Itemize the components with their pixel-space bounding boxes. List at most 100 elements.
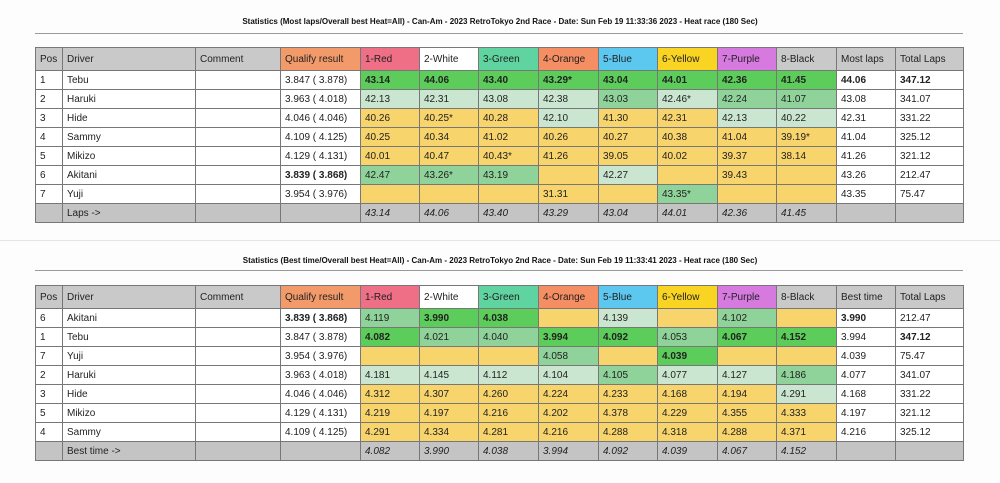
comment-cell xyxy=(195,108,281,128)
lane-cell: 4.224 xyxy=(538,384,599,404)
pos-cell: 4 xyxy=(35,127,63,147)
lane-cell: 43.29* xyxy=(538,70,599,90)
table-row: 3 Hide 4.046 ( 4.046) 4.312 4.307 4.260 4.224 4… xyxy=(35,384,964,404)
qualify-cell: 3.839 ( 3.868) xyxy=(280,165,361,185)
summary-cell: 43.35 xyxy=(836,184,896,204)
total-laps-cell: 321.12 xyxy=(895,403,964,423)
footer-lane-value: 4.039 xyxy=(657,441,718,461)
lane-cell: 4.021 xyxy=(419,327,479,347)
lane-cell xyxy=(478,346,539,366)
header-lane-8-black: 8-Black xyxy=(776,285,837,309)
comment-cell xyxy=(195,127,281,147)
lane-cell: 4.181 xyxy=(360,365,420,385)
qualify-cell: 4.109 ( 4.125) xyxy=(280,127,361,147)
header-lane-3-green: 3-Green xyxy=(478,285,539,309)
lane-cell: 42.10 xyxy=(538,108,599,128)
lane-cell: 40.25* xyxy=(419,108,479,128)
lane-cell: 4.058 xyxy=(538,346,599,366)
comment-cell xyxy=(195,146,281,166)
summary-cell: 3.994 xyxy=(836,327,896,347)
footer-lane-value: 3.994 xyxy=(538,441,599,461)
qualify-cell: 3.963 ( 4.018) xyxy=(280,89,361,109)
lane-cell: 42.36 xyxy=(717,70,777,90)
header-lane-5-blue: 5-Blue xyxy=(598,285,658,309)
table-row: 2 Haruki 3.963 ( 4.018) 42.13 42.31 43.08 42.3… xyxy=(35,89,964,109)
lane-cell: 4.152 xyxy=(776,327,837,347)
most-laps-table: Pos Driver Comment Qualify result 1-Red 2-Whi… xyxy=(35,47,964,223)
title-rule xyxy=(35,270,963,271)
pos-cell: 6 xyxy=(35,165,63,185)
total-laps-cell: 321.12 xyxy=(895,146,964,166)
driver-cell: Yuji xyxy=(62,346,196,366)
lane-cell: 43.40 xyxy=(478,70,539,90)
lane-cell: 40.22 xyxy=(776,108,837,128)
summary-cell: 4.197 xyxy=(836,403,896,423)
lane-cell xyxy=(776,184,837,204)
summary-cell: 43.26 xyxy=(836,165,896,185)
lane-cell: 40.27 xyxy=(598,127,658,147)
footer-label: Best time -> xyxy=(62,441,196,461)
comment-cell xyxy=(195,308,281,328)
header-lane-3-green: 3-Green xyxy=(478,47,539,71)
lane-cell: 40.01 xyxy=(360,146,420,166)
summary-cell: 4.077 xyxy=(836,365,896,385)
header-qualify: Qualify result xyxy=(280,285,361,309)
summary-cell: 44.06 xyxy=(836,70,896,90)
lane-cell: 4.288 xyxy=(598,422,658,442)
header-lane-7-purple: 7-Purple xyxy=(717,285,777,309)
footer-lane-value: 43.29 xyxy=(538,203,599,223)
summary-cell: 4.216 xyxy=(836,422,896,442)
pos-cell: 2 xyxy=(35,89,63,109)
lane-cell: 4.281 xyxy=(478,422,539,442)
lane-cell: 4.119 xyxy=(360,308,420,328)
lane-cell: 42.38 xyxy=(538,89,599,109)
pos-cell: 6 xyxy=(35,308,63,328)
comment-cell xyxy=(195,422,281,442)
lane-cell: 42.24 xyxy=(717,89,777,109)
summary-cell: 41.04 xyxy=(836,127,896,147)
header-total-laps: Total Laps xyxy=(895,47,964,71)
lane-cell: 4.216 xyxy=(478,403,539,423)
header-driver: Driver xyxy=(62,285,196,309)
lane-cell xyxy=(538,308,599,328)
pos-cell: 1 xyxy=(35,70,63,90)
lane-cell: 3.990 xyxy=(419,308,479,328)
footer-lane-value: 4.067 xyxy=(717,441,777,461)
header-lane-6-yellow: 6-Yellow xyxy=(657,47,718,71)
lane-cell xyxy=(360,346,420,366)
table-1-title: Statistics (Most laps/Overall best Heat=… xyxy=(242,17,758,26)
footer-lane-value: 3.990 xyxy=(419,441,479,461)
comment-cell xyxy=(195,365,281,385)
header-total-laps: Total Laps xyxy=(895,285,964,309)
header-row: Pos Driver Comment Qualify result 1-Red 2-Whi… xyxy=(35,47,964,71)
qualify-cell: 3.847 ( 3.878) xyxy=(280,70,361,90)
table-2-title: Statistics (Best time/Overall best Heat=… xyxy=(242,256,758,265)
header-comment: Comment xyxy=(195,47,281,71)
pos-cell: 4 xyxy=(35,422,63,442)
driver-cell: Hide xyxy=(62,108,196,128)
pos-cell: 3 xyxy=(35,384,63,404)
lane-cell: 4.260 xyxy=(478,384,539,404)
driver-cell: Haruki xyxy=(62,365,196,385)
total-laps-cell: 325.12 xyxy=(895,127,964,147)
footer-lane-value: 43.14 xyxy=(360,203,420,223)
lane-cell: 4.197 xyxy=(419,403,479,423)
header-lane-7-purple: 7-Purple xyxy=(717,47,777,71)
lane-cell: 4.168 xyxy=(657,384,718,404)
lane-cell xyxy=(776,346,837,366)
total-laps-cell: 347.12 xyxy=(895,70,964,90)
lane-cell: 39.05 xyxy=(598,146,658,166)
page-separator xyxy=(0,240,1000,241)
lane-cell: 42.13 xyxy=(360,89,420,109)
footer-lane-value: 43.04 xyxy=(598,203,658,223)
lane-cell: 40.26 xyxy=(360,108,420,128)
lane-cell: 41.30 xyxy=(598,108,658,128)
driver-cell: Mikizo xyxy=(62,403,196,423)
footer-empty xyxy=(195,441,281,461)
lane-cell: 43.08 xyxy=(478,89,539,109)
lane-cell xyxy=(598,346,658,366)
lane-cell: 4.312 xyxy=(360,384,420,404)
title-rule xyxy=(35,33,963,34)
lane-cell: 41.07 xyxy=(776,89,837,109)
header-lane-5-blue: 5-Blue xyxy=(598,47,658,71)
